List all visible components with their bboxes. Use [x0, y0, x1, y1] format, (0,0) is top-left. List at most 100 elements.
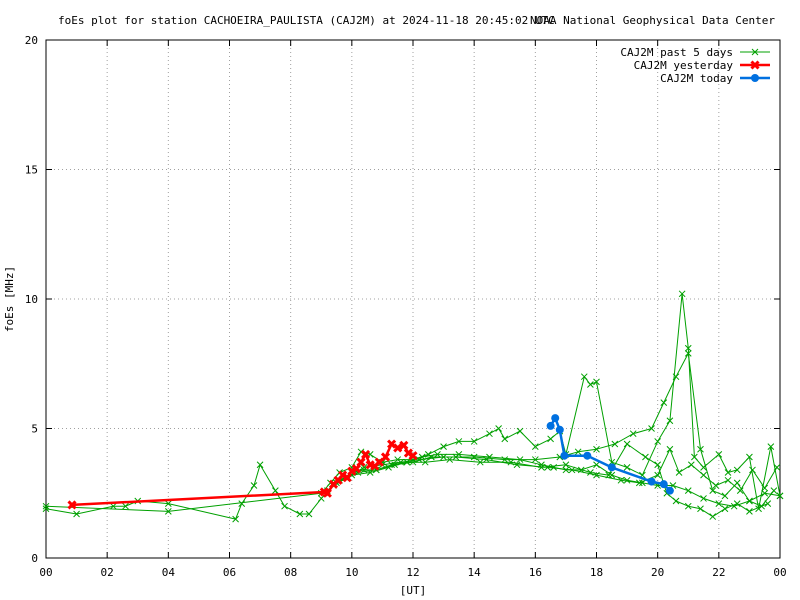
data-point: [544, 463, 551, 471]
data-point: [399, 440, 409, 450]
x-tick-label: 16: [529, 566, 542, 579]
data-point: [391, 461, 399, 469]
data-point: [547, 435, 554, 443]
data-point: [516, 427, 524, 435]
data-point: [733, 466, 741, 474]
legend-marker: [750, 60, 760, 70]
legend-label: CAJ2M past 5 days: [620, 46, 733, 59]
y-tick-label: 10: [25, 293, 38, 306]
data-point: [574, 448, 582, 456]
data-point: [700, 495, 707, 502]
data-point: [531, 443, 539, 450]
data-point: [250, 482, 258, 489]
data-point: [648, 425, 655, 432]
data-point: [761, 489, 769, 497]
data-point: [164, 508, 172, 515]
legend-label: CAJ2M yesterday: [634, 59, 734, 72]
data-point: [501, 456, 509, 463]
data-point: [666, 445, 674, 453]
series-0: [42, 290, 784, 523]
chart-title: foEs plot for station CACHOEIRA_PAULISTA…: [58, 14, 555, 27]
plot-frame: [45, 39, 781, 559]
data-point: [281, 502, 288, 510]
data-point: [546, 421, 555, 430]
data-point: [635, 479, 643, 487]
data-point: [408, 451, 418, 461]
data-point: [296, 510, 304, 518]
data-point: [587, 381, 594, 388]
data-point: [709, 487, 717, 495]
data-point: [42, 505, 50, 513]
y-axis-label: foEs [MHz]: [3, 266, 16, 332]
x-tick-label: 00: [773, 566, 786, 579]
y-tick-label: 20: [25, 34, 38, 47]
data-point: [761, 484, 769, 492]
data-point: [721, 492, 729, 500]
data-point: [642, 453, 649, 461]
data-point: [562, 466, 570, 474]
data-point: [773, 463, 781, 471]
grid: [46, 40, 780, 558]
data-point: [568, 466, 576, 474]
x-tick-label: 06: [223, 566, 236, 579]
data-point: [733, 479, 741, 487]
x-tick-label: 14: [468, 566, 482, 579]
data-point: [733, 500, 741, 507]
data-point: [322, 488, 332, 498]
data-point: [593, 445, 600, 453]
data-point: [700, 471, 707, 479]
data-point: [684, 350, 692, 357]
legend-marker: [751, 74, 759, 82]
data-point: [746, 508, 753, 515]
data-point: [380, 452, 391, 462]
data-point: [691, 453, 698, 461]
data-point: [666, 417, 674, 425]
credit-text: NOAA National Geophysical Data Center: [530, 14, 775, 27]
data-point: [654, 471, 662, 479]
data-point: [715, 451, 723, 458]
data-point: [403, 458, 411, 466]
data-point: [684, 487, 692, 495]
data-point: [256, 461, 264, 469]
data-point: [455, 438, 463, 445]
data-point: [385, 463, 392, 471]
x-tick-label: 22: [712, 566, 725, 579]
data-point: [476, 458, 484, 466]
series-2: [546, 414, 674, 495]
data-point: [746, 497, 753, 505]
data-point: [393, 443, 403, 453]
data-point: [513, 461, 521, 469]
data-point: [67, 500, 77, 510]
y-tick-labels: 0 5 10 15 20: [25, 34, 38, 565]
data-point: [446, 456, 454, 463]
data-point: [697, 505, 704, 513]
data-point: [617, 476, 625, 484]
data-point: [672, 497, 680, 505]
data-point: [580, 373, 588, 381]
x-tick-label: 00: [39, 566, 52, 579]
data-point: [232, 515, 239, 523]
data-point: [647, 477, 656, 486]
x-tick-label: 12: [406, 566, 419, 579]
data-point: [593, 378, 600, 386]
x-tick-label: 02: [101, 566, 114, 579]
x-axis-label: [UT]: [400, 584, 427, 597]
data-point: [654, 438, 662, 445]
x-tick-label: 04: [162, 566, 176, 579]
series-1: [67, 439, 418, 510]
x-tick-label: 08: [284, 566, 297, 579]
x-tick-label: 20: [651, 566, 664, 579]
y-tick-label: 0: [31, 552, 38, 565]
data-point: [776, 492, 784, 500]
data-point: [712, 482, 720, 489]
data-point: [629, 430, 637, 438]
data-point: [434, 451, 441, 458]
data-point: [770, 487, 778, 495]
data-point: [715, 500, 723, 507]
data-point: [687, 461, 695, 469]
y-tick-label: 15: [25, 164, 38, 177]
data-point: [501, 435, 509, 443]
series-line: [327, 352, 775, 507]
data-point: [109, 502, 117, 510]
